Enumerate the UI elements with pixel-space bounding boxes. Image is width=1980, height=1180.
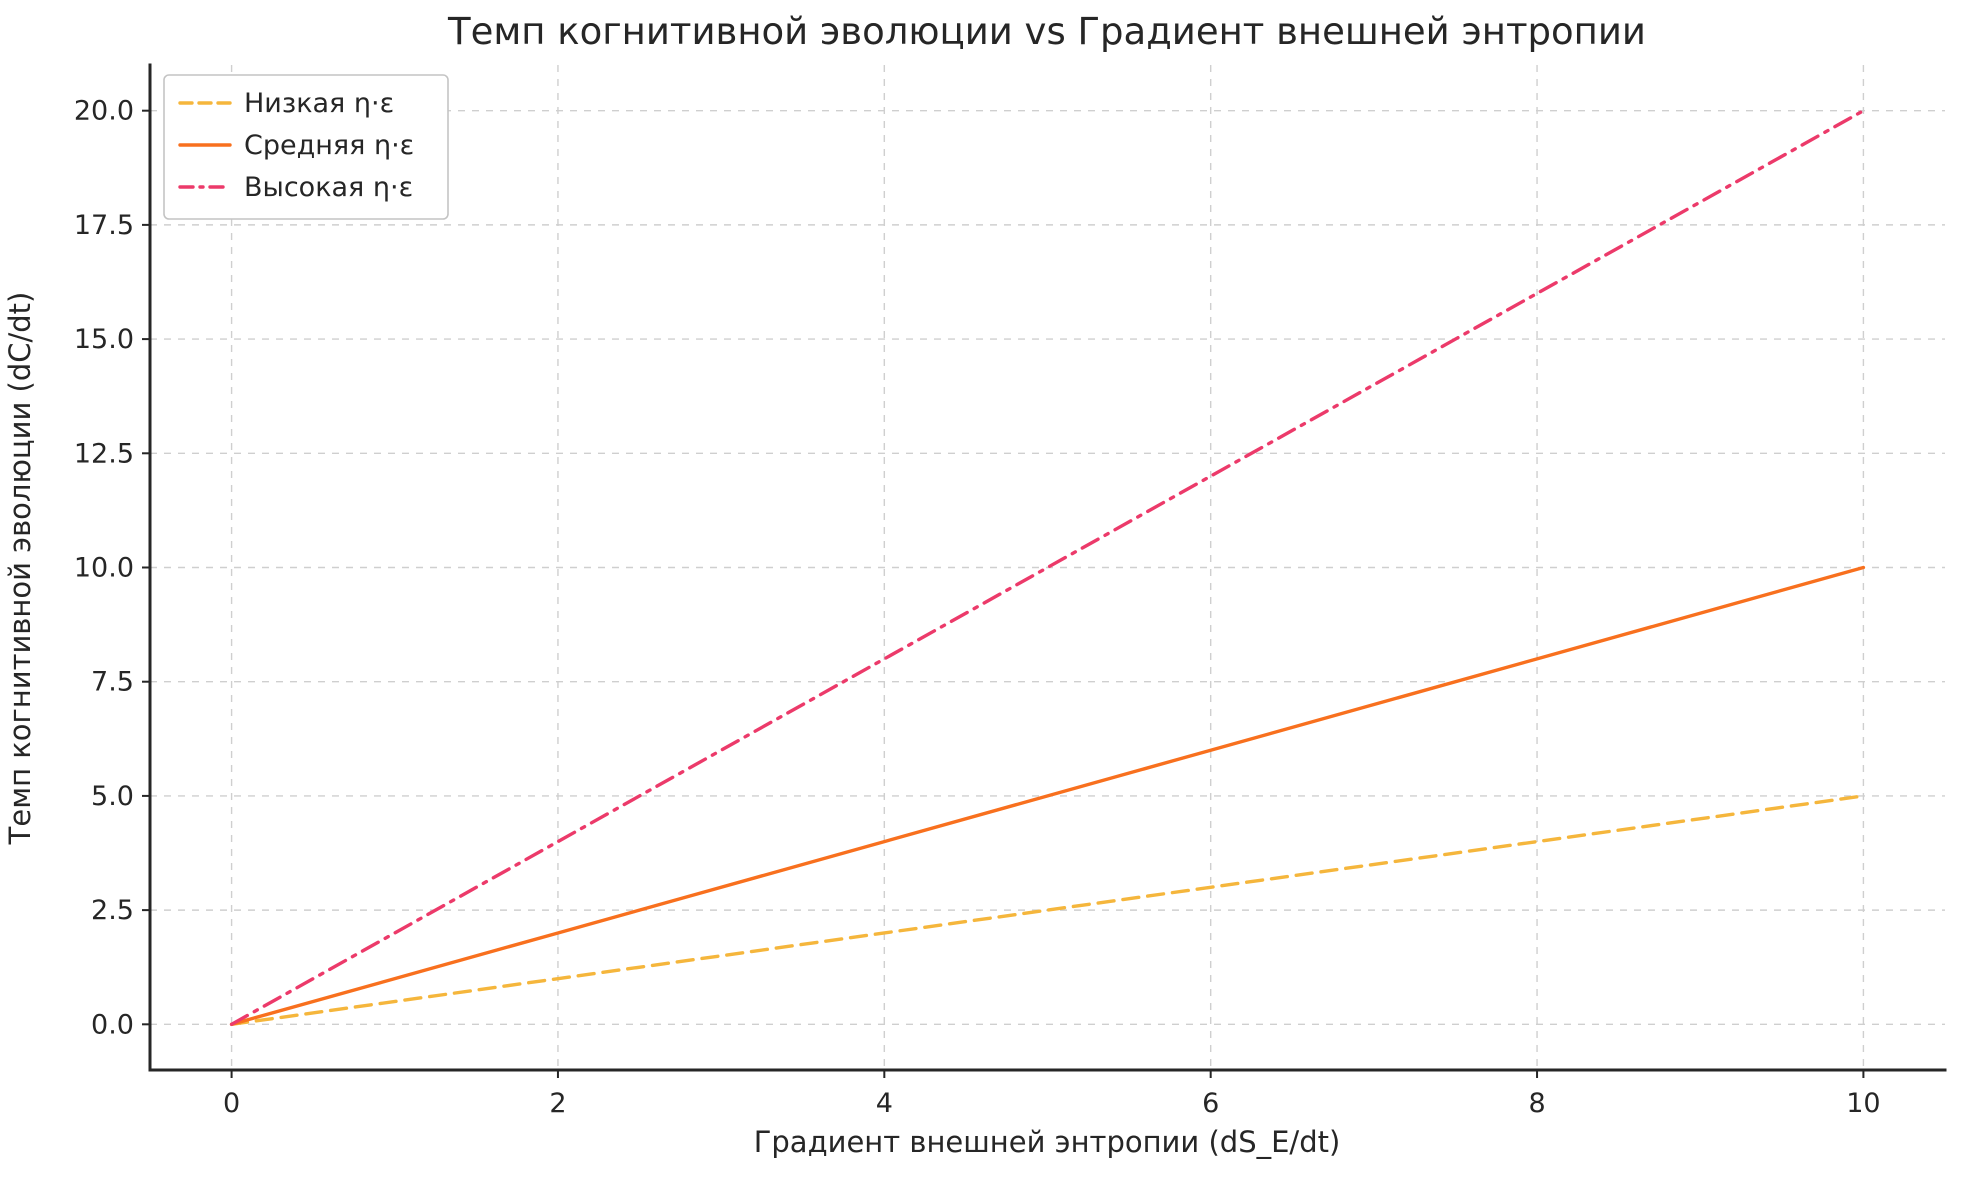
legend: Низкая η·ε Средняя η·ε Высокая η·ε — [163, 74, 449, 220]
y-tick-label: 12.5 — [74, 438, 134, 469]
y-tick-label: 17.5 — [74, 210, 134, 241]
tick-labels: 0 2 4 6 8 10 0.0 2.5 5.0 7.5 10.0 12.5 15.0 17.5 20.0 — [74, 96, 1881, 1119]
chart-title: Темп когнитивной эволюции vs Градиент вн… — [447, 10, 1646, 53]
y-tick-label: 20.0 — [74, 96, 134, 127]
legend-entry-label: Низкая η·ε — [244, 88, 394, 119]
y-tick-label: 2.5 — [91, 895, 134, 926]
y-tick-label: 15.0 — [74, 324, 134, 355]
x-tick-label: 8 — [1528, 1088, 1545, 1119]
y-tick-label: 0.0 — [91, 1009, 134, 1040]
y-tick-label: 7.5 — [91, 667, 134, 698]
x-tick-label: 10 — [1846, 1088, 1880, 1119]
x-axis-label: Градиент внешней энтропии (dS_E/dt) — [754, 1125, 1341, 1159]
legend-box — [163, 74, 449, 220]
x-tick-label: 2 — [549, 1088, 566, 1119]
series-line — [229, 565, 1866, 1027]
x-tick-label: 6 — [1202, 1088, 1219, 1119]
series-line — [229, 794, 1866, 1027]
legend-entry-label: Средняя η·ε — [244, 130, 414, 161]
y-axis-label: Темп когнитивной эволюции (dC/dt) — [3, 292, 37, 846]
y-tick-label: 10.0 — [74, 553, 134, 584]
x-tick-label: 4 — [876, 1088, 893, 1119]
series-line — [229, 108, 1866, 1027]
series-lines — [229, 108, 1866, 1027]
legend-entry-label: Высокая η·ε — [244, 172, 413, 203]
x-tick-label: 0 — [223, 1088, 240, 1119]
y-tick-label: 5.0 — [91, 781, 134, 812]
